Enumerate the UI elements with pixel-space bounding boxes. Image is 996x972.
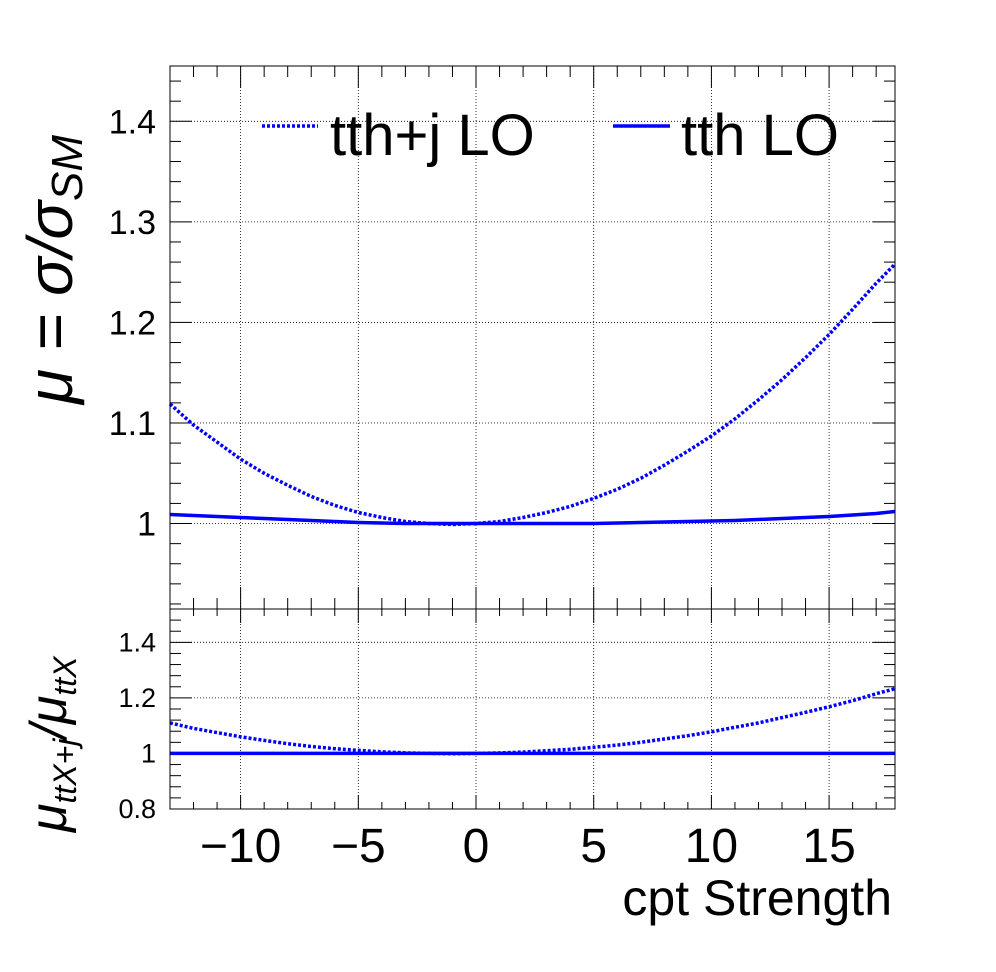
upper-tick-marks bbox=[169, 66, 895, 609]
y-tick-label: 1 bbox=[141, 738, 156, 768]
y-tick-label: 1.3 bbox=[109, 204, 156, 242]
lower-y-axis-title-mid: /μ bbox=[20, 696, 78, 742]
y-tick-label: 1.4 bbox=[109, 103, 156, 141]
upper-grid bbox=[170, 66, 895, 609]
x-tick-label: −10 bbox=[200, 820, 281, 873]
upper-y-axis-title-main: μ = σ/σ bbox=[14, 199, 86, 406]
lower-y-axis-title-sub1: ttX+j bbox=[47, 738, 83, 804]
x-tick-labels: −10 −5 0 5 10 15 bbox=[200, 820, 856, 873]
y-tick-label: 1.2 bbox=[118, 683, 156, 713]
lower-panel: 0.8 1 1.2 1.4 −10 −5 0 5 10 15 μttX+j/μttX cpt S… bbox=[20, 608, 896, 926]
legend-label-tth: tth LO bbox=[681, 103, 839, 168]
upper-panel: 1 1.1 1.2 1.3 1.4 tth+j LO tth LO μ = σ/σSM bbox=[14, 65, 897, 610]
series-line-tthj bbox=[168, 262, 897, 527]
upper-y-axis-title: μ = σ/σSM bbox=[14, 135, 92, 406]
x-axis-title: cpt Strength bbox=[622, 870, 892, 926]
y-tick-label: 1.2 bbox=[109, 304, 156, 342]
legend-label-tthj: tth+j LO bbox=[330, 103, 535, 168]
x-tick-label: 5 bbox=[580, 820, 607, 873]
lower-y-axis-title-sub2: ttX bbox=[47, 655, 83, 696]
lower-frame bbox=[169, 608, 896, 810]
upper-y-tick-labels: 1 1.1 1.2 1.3 1.4 bbox=[109, 103, 156, 543]
x-tick-label: 10 bbox=[685, 820, 738, 873]
lower-series bbox=[169, 687, 896, 756]
series-line-tthj bbox=[169, 687, 896, 756]
lower-y-axis-title: μttX+j/μttX bbox=[20, 655, 83, 834]
upper-y-axis-title-sub: SM bbox=[43, 135, 92, 201]
legend: tth+j LO tth LO bbox=[262, 103, 839, 168]
x-tick-label: −5 bbox=[331, 820, 386, 873]
lower-y-axis-title-mu1: μ bbox=[20, 804, 78, 835]
x-tick-label: 0 bbox=[463, 820, 490, 873]
y-tick-label: 1.1 bbox=[109, 405, 156, 443]
y-tick-label: 1.4 bbox=[118, 627, 156, 657]
y-tick-label: 0.8 bbox=[118, 794, 156, 824]
y-tick-label: 1 bbox=[137, 506, 156, 544]
lower-tick-marks bbox=[169, 609, 895, 810]
lower-y-tick-labels: 0.8 1 1.2 1.4 bbox=[118, 627, 156, 824]
x-tick-label: 15 bbox=[802, 820, 855, 873]
upper-series bbox=[168, 262, 897, 527]
series-line-tth bbox=[169, 509, 896, 526]
